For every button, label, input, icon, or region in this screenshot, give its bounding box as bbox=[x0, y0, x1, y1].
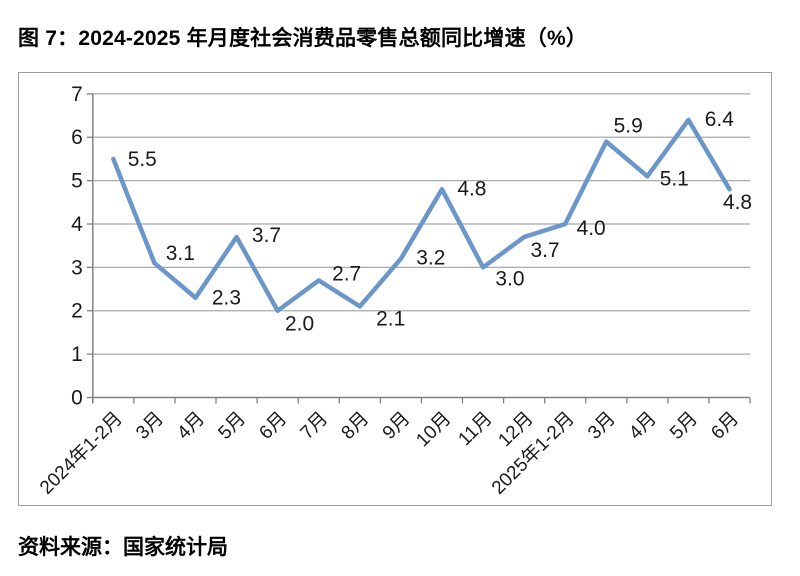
x-tick-label: 9月 bbox=[379, 408, 415, 444]
x-tick-label: 8月 bbox=[338, 408, 374, 444]
y-tick-label: 6 bbox=[71, 126, 83, 149]
y-tick-label: 3 bbox=[71, 256, 83, 279]
source-note: 资料来源：国家统计局 bbox=[18, 536, 228, 559]
x-tick-label: 11月 bbox=[454, 408, 496, 450]
x-tick-label: 4月 bbox=[173, 408, 209, 444]
x-tick-label: 4月 bbox=[625, 408, 661, 444]
data-point-label: 5.9 bbox=[614, 115, 643, 138]
data-point-label: 3.7 bbox=[252, 224, 281, 247]
data-point-label: 5.5 bbox=[128, 148, 157, 171]
y-tick-label: 4 bbox=[71, 213, 83, 236]
data-point-label: 2.3 bbox=[212, 287, 241, 310]
data-point-label: 3.1 bbox=[166, 242, 195, 265]
chart-title: 图 7：2024-2025 年月度社会消费品零售总额同比增速（%） bbox=[18, 27, 588, 50]
y-tick-label: 2 bbox=[71, 300, 83, 323]
y-tick-label: 5 bbox=[71, 170, 83, 193]
x-tick-label: 2024年1-2月 bbox=[35, 407, 127, 498]
x-tick-label: 6月 bbox=[255, 408, 291, 444]
x-tick-label: 3月 bbox=[584, 408, 620, 444]
data-point-label: 6.4 bbox=[705, 108, 734, 131]
data-point-label: 2.7 bbox=[332, 262, 361, 285]
data-point-label: 4.8 bbox=[457, 177, 486, 200]
chart-frame: 0 1 2 3 4 5 6 7 2024年1-2月 3月 4月 5月 6月 7月 8月 9月 10月 11月 12月… bbox=[18, 72, 772, 506]
x-tick-label: 5月 bbox=[666, 408, 702, 444]
x-tick-label: 5月 bbox=[214, 408, 250, 444]
data-point-label: 4.8 bbox=[723, 191, 752, 214]
x-tick-label: 10月 bbox=[412, 408, 455, 451]
data-point-label: 3.0 bbox=[495, 267, 524, 290]
x-tick-label: 6月 bbox=[707, 408, 743, 444]
data-point-label: 3.7 bbox=[531, 239, 560, 262]
data-point-label: 2.1 bbox=[376, 307, 405, 330]
x-tick-label: 3月 bbox=[132, 408, 168, 444]
data-point-label: 5.1 bbox=[660, 167, 689, 190]
data-point-label: 4.0 bbox=[577, 217, 606, 240]
y-tick-label: 1 bbox=[71, 343, 83, 366]
x-tick-label: 7月 bbox=[297, 408, 333, 444]
y-tick-label: 7 bbox=[71, 83, 83, 106]
y-tick-label: 0 bbox=[71, 386, 83, 409]
data-point-label: 2.0 bbox=[285, 313, 314, 336]
series-line bbox=[111, 117, 732, 313]
data-point-label: 3.2 bbox=[416, 247, 445, 270]
